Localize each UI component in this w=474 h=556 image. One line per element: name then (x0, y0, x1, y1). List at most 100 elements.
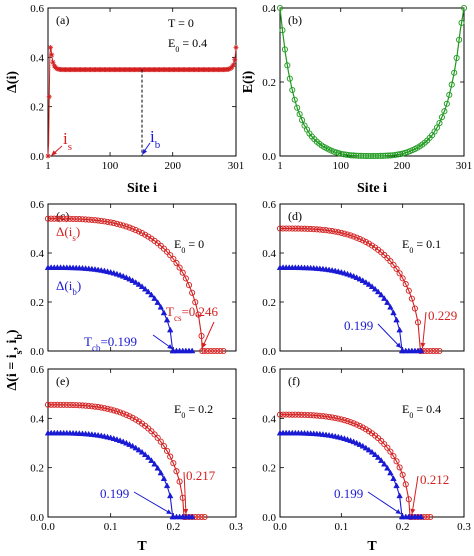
data-point (148, 457, 155, 463)
data-point (384, 444, 391, 451)
data-point (79, 216, 86, 223)
data-point (95, 217, 102, 224)
data-point (185, 282, 193, 289)
series-line (279, 414, 431, 518)
data-point (368, 242, 376, 249)
series-bulk-gap (276, 264, 425, 354)
text-part: cs (174, 313, 182, 323)
data-point (198, 513, 205, 521)
e0-label-e: E0 = 0.2 (174, 402, 213, 420)
data-point (417, 347, 425, 354)
text-part: 0 (175, 45, 179, 54)
bulk-site-label: ib (150, 127, 161, 151)
data-point (436, 120, 443, 127)
data-point (107, 219, 114, 226)
data-point (353, 274, 360, 280)
data-point (60, 401, 67, 408)
text-part: i (150, 127, 155, 146)
data-point (176, 478, 183, 485)
data-point (126, 441, 133, 447)
data-point (350, 233, 357, 240)
data-point (201, 347, 208, 355)
data-point (356, 235, 363, 243)
data-point (446, 91, 453, 98)
data-point (441, 108, 448, 115)
y-tick-label: 0.0 (30, 346, 44, 358)
data-point (227, 66, 233, 72)
data-point (350, 420, 357, 427)
surface-site-label: is (63, 129, 72, 153)
data-point (307, 225, 314, 233)
data-point (344, 231, 351, 238)
data-point (107, 406, 114, 413)
data-point (276, 411, 284, 418)
surface-site-arrowhead (51, 150, 57, 156)
data-point (359, 442, 367, 449)
data-point (448, 81, 455, 88)
data-point (160, 309, 168, 316)
data-point (362, 238, 369, 245)
data-point (408, 295, 415, 302)
data-point (79, 402, 86, 409)
data-point (101, 405, 108, 412)
data-point (232, 57, 238, 63)
data-point (48, 215, 55, 222)
data-point (377, 457, 385, 463)
series-bulk-gap (44, 429, 196, 520)
panel-label-a: (a) (56, 13, 69, 27)
data-point (164, 248, 171, 255)
data-point (286, 225, 293, 232)
data-point (170, 460, 177, 467)
data-point (230, 62, 236, 68)
data-point (347, 232, 354, 239)
data-point (458, 19, 465, 26)
data-point (390, 453, 397, 460)
y-tick-label: 0.0 (30, 151, 44, 163)
data-point (368, 448, 376, 455)
text-part: s (14, 350, 25, 354)
data-point (319, 413, 326, 420)
tc-bulk-arrow-f (367, 491, 402, 515)
data-point (332, 414, 339, 422)
data-point (295, 411, 302, 418)
data-point (195, 513, 202, 521)
data-point (443, 100, 450, 107)
text-part: =0.199 (100, 334, 137, 349)
data-point (44, 215, 52, 222)
data-point (126, 413, 133, 420)
data-point (384, 299, 391, 305)
data-point (359, 424, 366, 431)
y-tick-label: 0.4 (30, 52, 44, 64)
data-point (365, 281, 373, 287)
data-point (427, 513, 434, 521)
data-point (135, 446, 143, 453)
data-point (163, 482, 171, 489)
tc-bulk-arrow-head (167, 344, 173, 349)
tc-bulk-arrow-d (377, 323, 402, 349)
data-point (313, 226, 320, 233)
tc-bulk-label: Tcb=0.199 (84, 334, 137, 353)
data-point (207, 347, 214, 355)
data-point (141, 451, 149, 458)
data-point (319, 226, 326, 233)
data-point (384, 464, 391, 471)
data-point (123, 223, 130, 230)
data-point (387, 469, 394, 476)
data-point (46, 94, 52, 100)
data-point (393, 458, 400, 465)
data-point (283, 225, 290, 232)
data-point (157, 469, 165, 476)
x-tick-label: 0.1 (104, 521, 118, 533)
y-tick-label: 0.6 (30, 364, 44, 376)
data-point (341, 417, 348, 424)
data-point (304, 411, 311, 419)
x-tick-label: 0.1 (334, 521, 348, 533)
data-point (126, 275, 133, 282)
data-point (436, 347, 443, 355)
data-point (54, 401, 61, 408)
data-point (167, 453, 174, 460)
temperature-label: T = 0 (168, 16, 194, 30)
data-point (101, 218, 108, 225)
data-point (138, 230, 146, 237)
